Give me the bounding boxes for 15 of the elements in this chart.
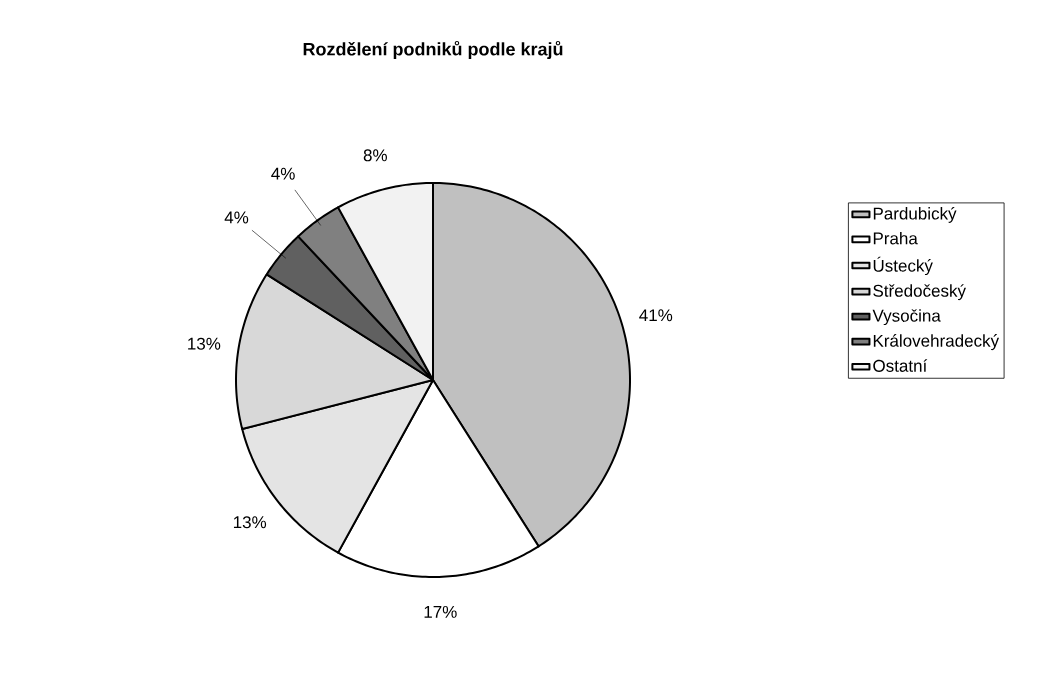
legend-label: Ostatní <box>873 359 928 372</box>
data-label: 17% <box>424 605 457 618</box>
data-label: 13% <box>188 337 221 350</box>
legend-label: Vysočina <box>872 309 941 326</box>
data-label: 41% <box>639 309 673 322</box>
legend-label: Královehradecký <box>873 334 1000 351</box>
data-label: 4% <box>224 211 249 224</box>
legend-label: Pardubický <box>873 206 957 223</box>
legend-label: Ústecký <box>873 256 933 276</box>
chart-title: Rozdělení podniků podle krajů <box>303 40 563 60</box>
data-label: 8% <box>363 149 387 162</box>
data-label: 4% <box>271 167 295 180</box>
data-label: 13% <box>233 516 267 529</box>
legend-label: Středočeský <box>873 284 966 301</box>
legend-label: Praha <box>873 231 918 245</box>
